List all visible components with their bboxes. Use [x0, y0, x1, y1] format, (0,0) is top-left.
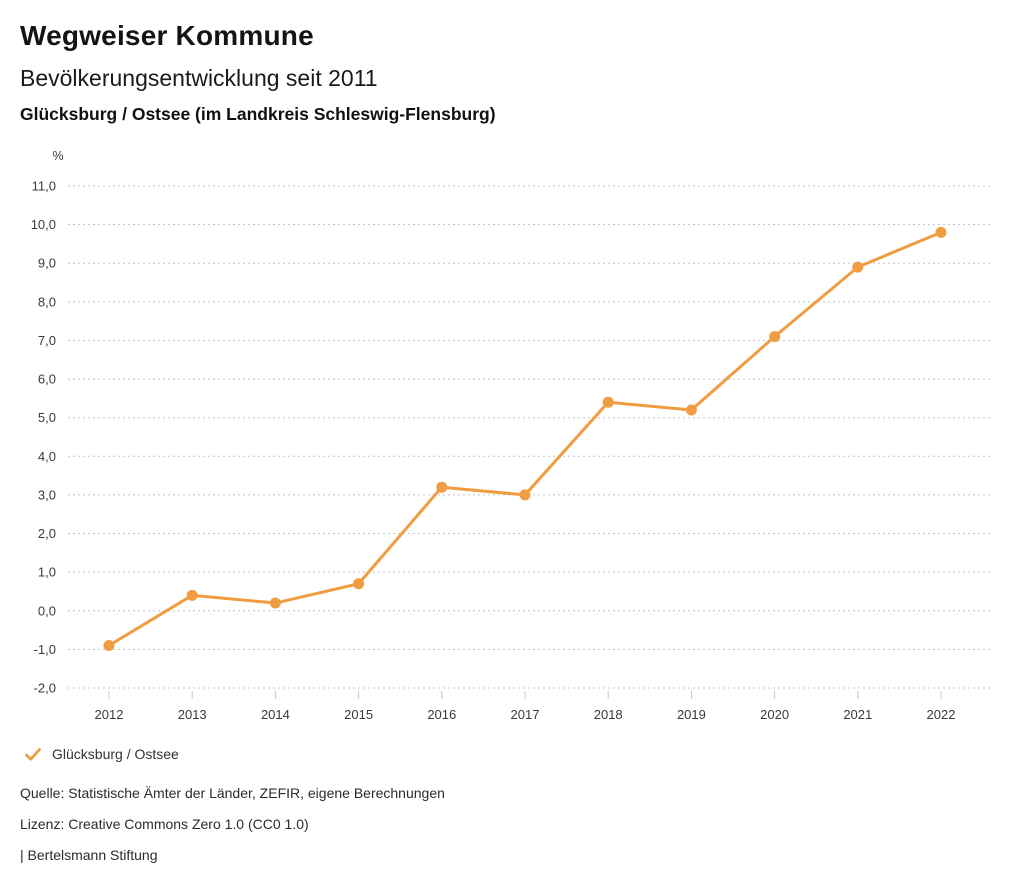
data-point[interactable]: [852, 261, 864, 273]
x-axis-label: 2013: [178, 707, 207, 722]
data-point[interactable]: [186, 589, 198, 601]
y-axis-label: 4,0: [38, 449, 56, 464]
y-axis-label: 6,0: [38, 372, 56, 387]
data-point[interactable]: [685, 404, 697, 416]
x-axis-label: 2020: [760, 707, 789, 722]
region-title: Glücksburg / Ostsee (im Landkreis Schles…: [20, 104, 496, 124]
x-axis-label: 2016: [427, 707, 456, 722]
legend-item[interactable]: Glücksburg / Ostsee: [25, 744, 179, 764]
data-point[interactable]: [269, 597, 281, 609]
y-axis-label: 11,0: [32, 179, 56, 194]
y-axis-label: -1,0: [34, 642, 56, 657]
x-axis-label: 2019: [677, 707, 706, 722]
x-axis-label: 2017: [511, 707, 540, 722]
data-point[interactable]: [519, 489, 531, 501]
y-axis-label: 5,0: [38, 410, 56, 425]
x-axis-label: 2022: [927, 707, 956, 722]
population-line-chart: % 11,0 10,0 9,0 8,0 7,0 6,0 5,0 4,0 3,0 2,0 1,0 0,0 -…: [31, 149, 990, 722]
x-axis-label: 2021: [843, 707, 872, 722]
y-axis-label: 2,0: [38, 526, 56, 541]
y-axis-label: 1,0: [38, 565, 56, 580]
source-text: Quelle: Statistische Ämter der Länder, Z…: [20, 785, 445, 801]
y-axis-label: 7,0: [38, 333, 56, 348]
data-point[interactable]: [935, 226, 947, 238]
y-axis-label: 3,0: [38, 487, 56, 502]
data-point[interactable]: [436, 481, 448, 493]
x-axis-label: 2015: [344, 707, 373, 722]
check-icon: [25, 747, 41, 761]
x-axis-label: 2014: [261, 707, 290, 722]
data-point[interactable]: [769, 331, 781, 343]
y-axis-label: 8,0: [38, 294, 56, 309]
y-axis-unit-label: %: [52, 149, 63, 163]
attribution-text: | Bertelsmann Stiftung: [20, 847, 158, 863]
chart-subtitle: Bevölkerungsentwicklung seit 2011: [20, 65, 378, 91]
data-point[interactable]: [103, 640, 115, 652]
data-point[interactable]: [353, 578, 365, 590]
x-axis-label: 2018: [594, 707, 623, 722]
chart-area: % 11,0 10,0 9,0 8,0 7,0 6,0 5,0 4,0 3,0 2,0 1,0 0,0 -…: [0, 140, 1024, 740]
page-title: Wegweiser Kommune: [20, 20, 314, 51]
license-text: Lizenz: Creative Commons Zero 1.0 (CC0 1…: [20, 816, 309, 832]
data-point[interactable]: [602, 396, 614, 408]
y-axis-label: -2,0: [34, 681, 56, 696]
y-axis-label: 10,0: [31, 217, 56, 232]
series-line: [107, 230, 943, 648]
legend-label: Glücksburg / Ostsee: [52, 746, 179, 762]
y-axis-label: 0,0: [38, 603, 56, 618]
y-axis-label: 9,0: [38, 256, 56, 271]
x-axis-label: 2012: [95, 707, 124, 722]
